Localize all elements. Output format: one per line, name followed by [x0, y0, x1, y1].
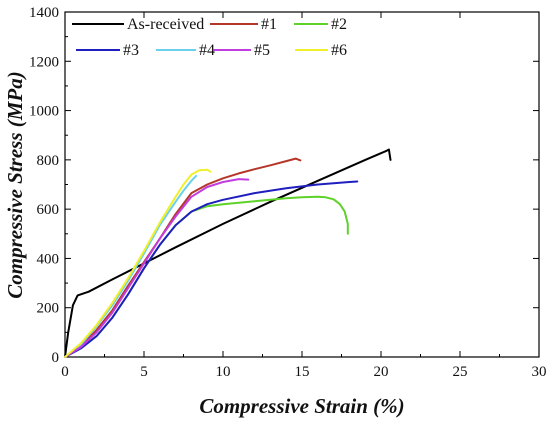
y-axis-title: Compressive Stress (MPa): [3, 71, 27, 299]
series-lines: [64, 148, 392, 358]
x-tick-label: 15: [295, 364, 310, 380]
legend-label-1: #1: [261, 16, 277, 33]
y-tick-label: 0: [52, 350, 60, 366]
legend-label-2: #2: [331, 16, 347, 33]
legend: As-received #1 #2 #3 #4 #5 #6: [72, 16, 347, 59]
y-tick-label: 1200: [29, 54, 59, 70]
y-tick-label: 1400: [29, 5, 59, 21]
legend-label-3: #3: [123, 42, 139, 59]
legend-label-5: #5: [254, 42, 270, 59]
legend-label-4: #4: [199, 42, 215, 59]
series-line-6: [64, 168, 212, 358]
y-tick-label: 200: [37, 301, 60, 317]
x-tick-label: 0: [61, 364, 69, 380]
series-line-asreceived: [64, 148, 392, 358]
y-tick-labels: 0 200 400 600 800 1000 1200 1400: [29, 5, 59, 366]
y-tick-label: 400: [37, 251, 60, 267]
x-tick-labels: 0 5 10 15 20 25 30: [61, 364, 546, 380]
x-tick-label: 25: [453, 364, 468, 380]
y-tick-label: 800: [37, 153, 60, 169]
x-tick-label: 10: [216, 364, 231, 380]
series-line-2: [64, 195, 349, 358]
series-line-3: [64, 180, 359, 358]
x-tick-label: 20: [374, 364, 389, 380]
x-tick-label: 5: [140, 364, 148, 380]
series-line-4: [64, 174, 198, 358]
legend-label-asreceived: As-received: [127, 16, 204, 33]
y-tick-label: 600: [37, 202, 60, 218]
series-line-5: [64, 178, 250, 358]
y-tick-label: 1000: [29, 104, 59, 120]
x-tick-label: 30: [532, 364, 547, 380]
series-line-1: [64, 157, 302, 358]
legend-label-6: #6: [331, 42, 347, 59]
x-axis-title: Compressive Strain (%): [199, 394, 404, 418]
axis-ticks: [64, 11, 540, 358]
plot-area-frame: [64, 11, 540, 358]
